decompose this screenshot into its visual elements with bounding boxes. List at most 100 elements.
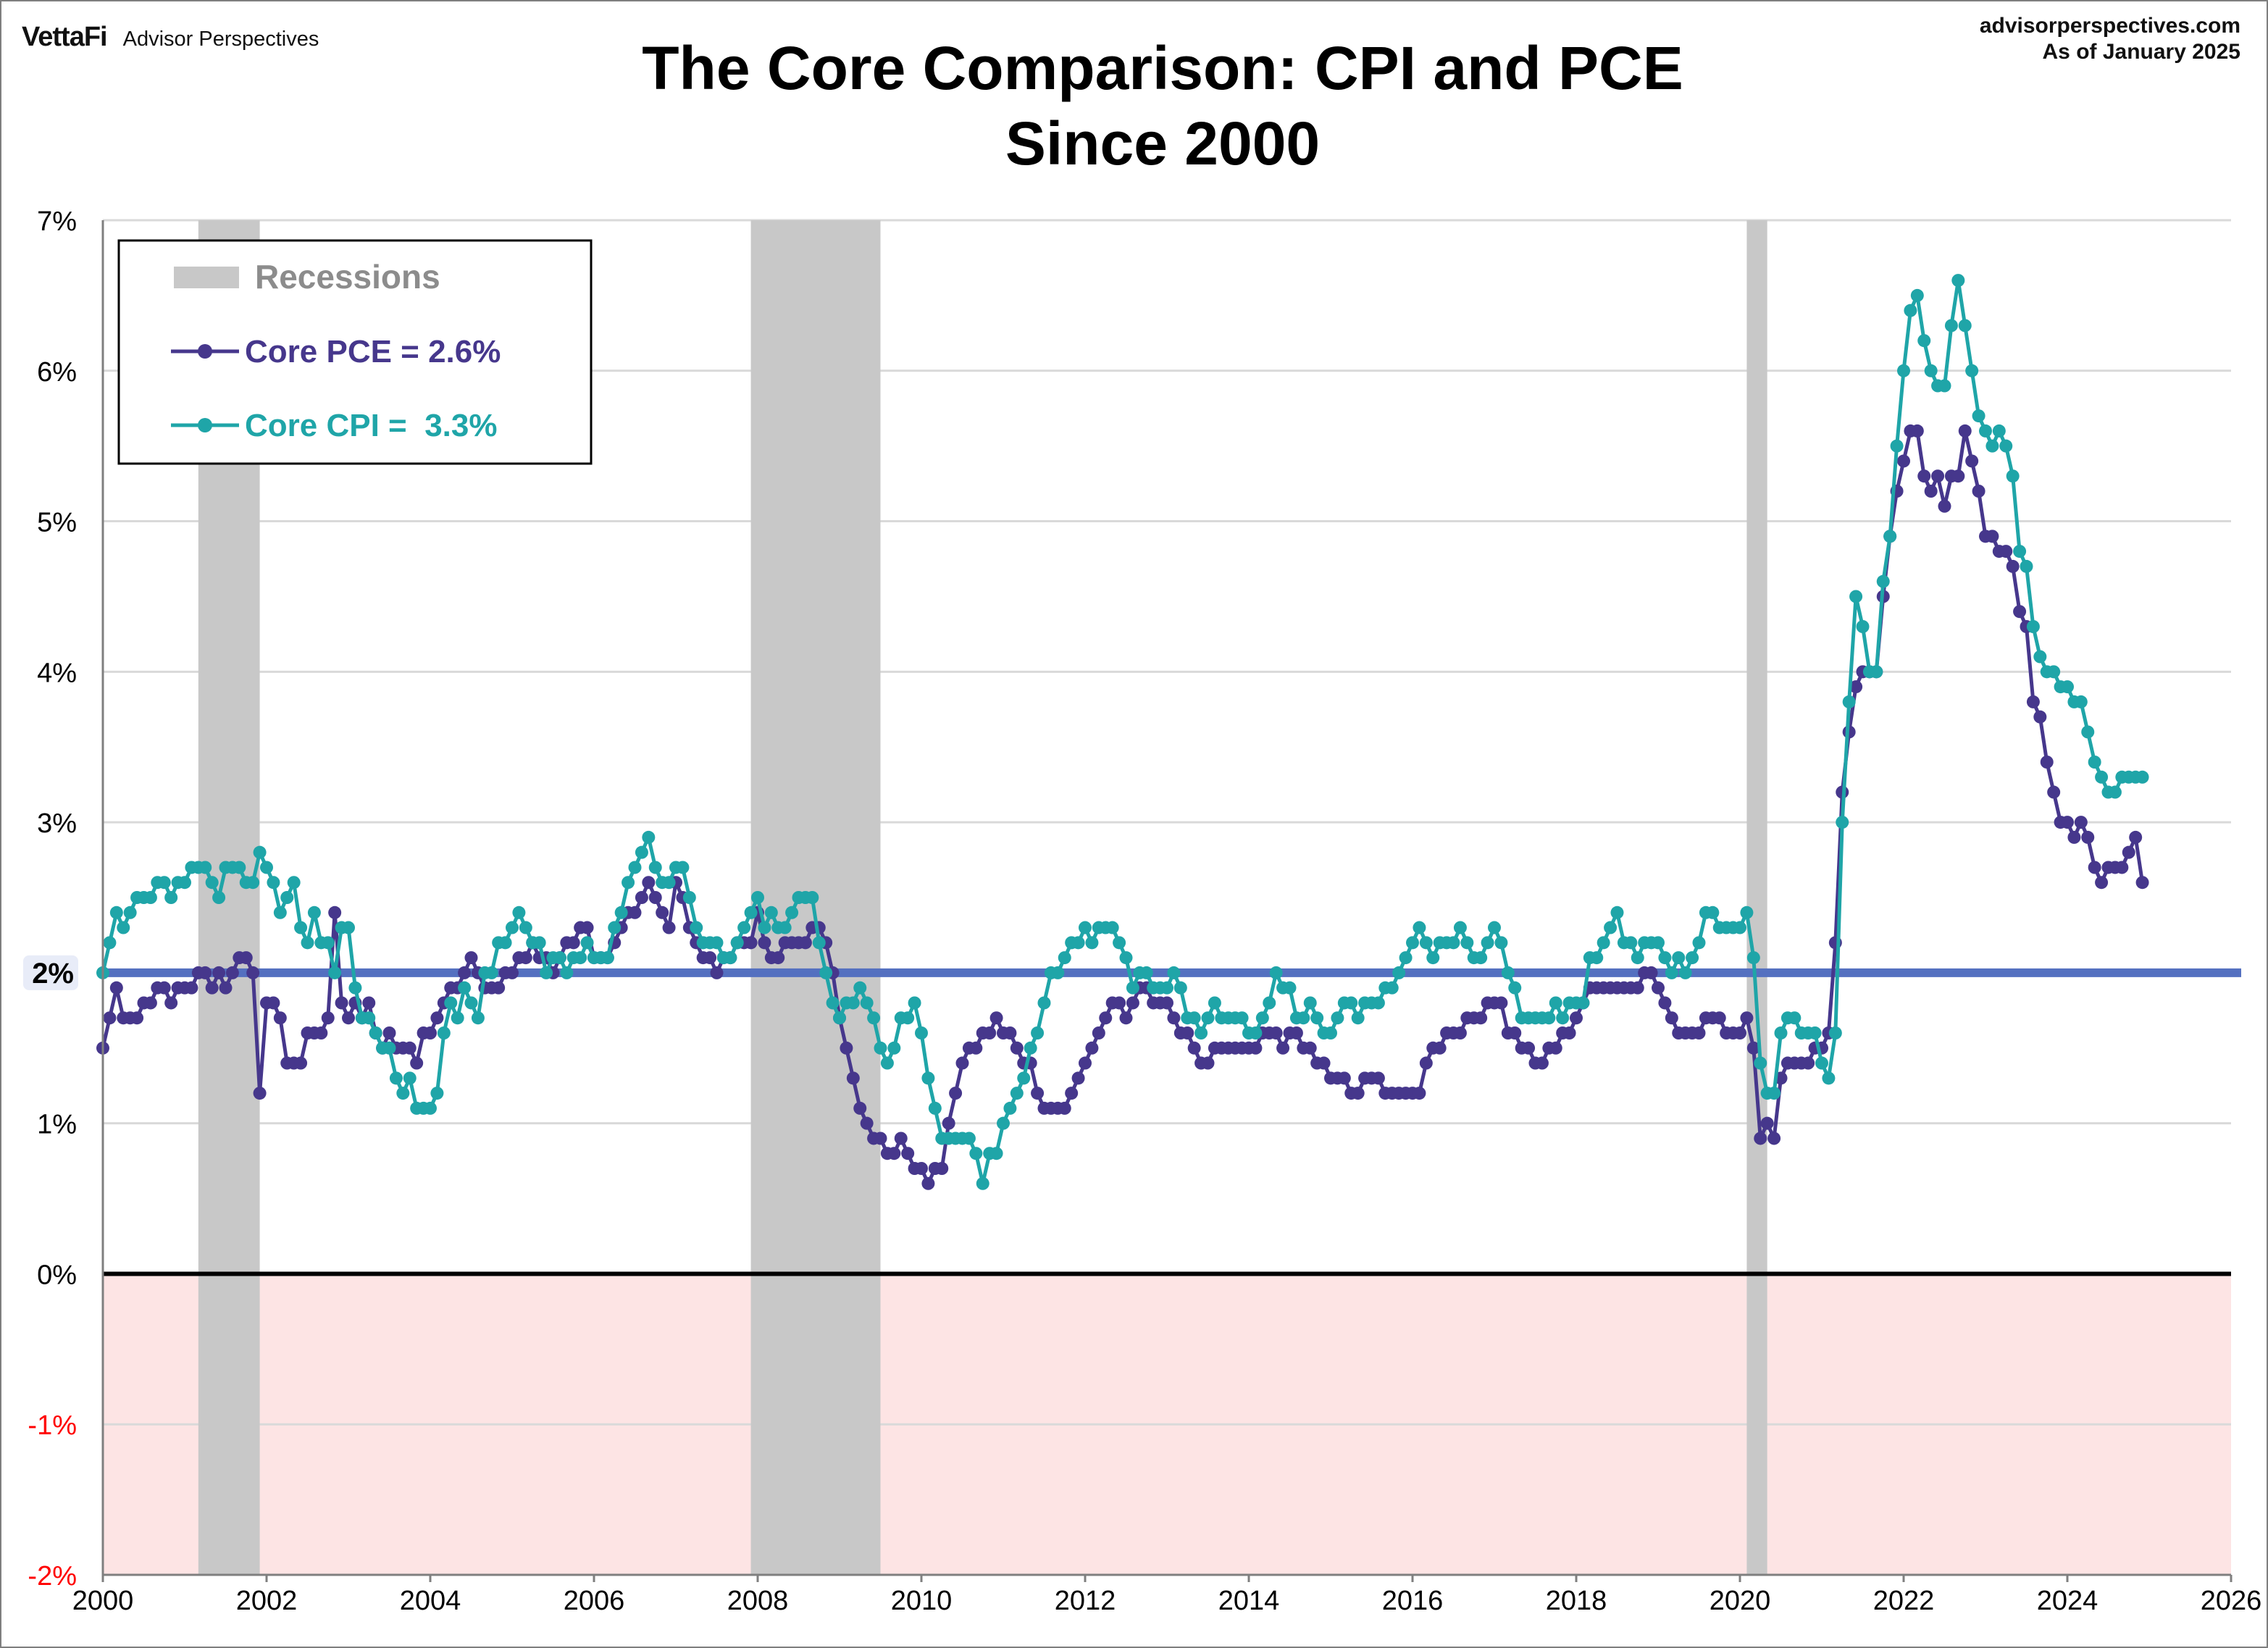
data-point bbox=[164, 891, 178, 904]
data-point bbox=[1031, 1087, 1045, 1100]
data-point bbox=[785, 905, 799, 919]
data-point bbox=[369, 1026, 382, 1040]
data-point bbox=[1590, 951, 1604, 965]
data-point bbox=[682, 891, 696, 904]
data-point bbox=[880, 1056, 894, 1070]
chart-subtitle: Since 2000 bbox=[1005, 109, 1321, 177]
legend-recession-swatch bbox=[174, 267, 239, 288]
data-point bbox=[2006, 469, 2020, 483]
data-point bbox=[1051, 966, 1065, 979]
data-point bbox=[2108, 785, 2122, 799]
data-point bbox=[1017, 1071, 1031, 1085]
recession-band bbox=[1746, 220, 1767, 1575]
data-point bbox=[1972, 409, 1985, 423]
data-point bbox=[1802, 1056, 1815, 1070]
data-point bbox=[690, 921, 703, 934]
data-point bbox=[1760, 1116, 1774, 1130]
y-tick-label: 4% bbox=[37, 658, 77, 688]
series-core-pce bbox=[96, 424, 2149, 1190]
data-point bbox=[1938, 379, 1951, 393]
legend-pce-marker bbox=[198, 344, 212, 359]
x-tick-label: 2000 bbox=[72, 1586, 134, 1616]
data-point bbox=[1344, 996, 1358, 1010]
data-point bbox=[225, 966, 239, 979]
data-point bbox=[737, 921, 751, 934]
data-point bbox=[103, 936, 117, 950]
data-point bbox=[1208, 996, 1221, 1010]
x-tick-label: 2012 bbox=[1055, 1586, 1116, 1616]
data-point bbox=[382, 1026, 396, 1040]
data-point bbox=[1658, 996, 1672, 1010]
data-point bbox=[540, 966, 553, 979]
data-point bbox=[458, 966, 472, 979]
data-point bbox=[2129, 830, 2143, 844]
data-point bbox=[451, 1011, 464, 1025]
data-point bbox=[648, 861, 662, 874]
data-point bbox=[1576, 996, 1590, 1010]
data-point bbox=[915, 1162, 928, 1175]
data-point bbox=[246, 966, 260, 979]
data-point bbox=[874, 1132, 887, 1145]
data-point bbox=[1201, 1056, 1215, 1070]
data-point bbox=[1542, 1011, 1556, 1025]
data-point bbox=[117, 921, 130, 934]
data-point bbox=[1951, 274, 1965, 288]
x-tick-label: 2024 bbox=[2037, 1586, 2098, 1616]
x-tick-label: 2004 bbox=[400, 1586, 461, 1616]
data-point bbox=[1897, 364, 1910, 377]
data-point bbox=[1597, 936, 1610, 950]
data-point bbox=[2135, 770, 2149, 784]
data-point bbox=[1255, 1011, 1269, 1025]
data-point bbox=[676, 861, 690, 874]
data-point bbox=[1474, 951, 1488, 965]
data-point bbox=[233, 861, 246, 874]
data-point bbox=[1105, 921, 1119, 934]
data-point bbox=[1003, 1101, 1017, 1115]
data-point bbox=[1085, 1041, 1099, 1055]
data-point bbox=[1235, 1011, 1249, 1025]
data-point bbox=[212, 891, 226, 904]
data-point bbox=[1904, 304, 1917, 317]
data-point bbox=[1897, 454, 1910, 468]
data-point bbox=[1187, 1041, 1201, 1055]
data-point bbox=[2088, 861, 2101, 874]
data-point bbox=[1910, 288, 1924, 302]
data-point bbox=[1910, 424, 1924, 438]
data-point bbox=[942, 1116, 955, 1130]
logo-brand: VettaFi bbox=[22, 22, 108, 52]
data-point bbox=[464, 996, 478, 1010]
data-point bbox=[1426, 951, 1440, 965]
data-point bbox=[1652, 936, 1665, 950]
data-point bbox=[464, 951, 478, 965]
data-point bbox=[1570, 1011, 1583, 1025]
y-tick-label: 5% bbox=[37, 508, 77, 538]
data-point bbox=[1113, 936, 1126, 950]
data-point bbox=[1181, 1026, 1194, 1040]
data-point bbox=[1488, 921, 1501, 934]
data-point bbox=[778, 921, 792, 934]
data-point bbox=[1692, 1026, 1706, 1040]
data-point bbox=[1924, 485, 1938, 498]
data-point bbox=[1972, 485, 1985, 498]
target-2pct-label: 2% bbox=[32, 958, 74, 990]
data-point bbox=[1187, 1011, 1201, 1025]
data-point bbox=[109, 981, 123, 995]
data-point bbox=[1276, 1041, 1290, 1055]
data-point bbox=[403, 1041, 417, 1055]
data-point bbox=[2095, 876, 2109, 890]
data-point bbox=[1501, 966, 1515, 979]
data-point bbox=[1460, 936, 1474, 950]
data-point bbox=[2115, 861, 2129, 874]
data-point bbox=[1938, 499, 1951, 513]
data-point bbox=[1079, 921, 1092, 934]
data-point bbox=[628, 861, 642, 874]
data-point bbox=[1371, 996, 1385, 1010]
data-point bbox=[314, 1026, 328, 1040]
data-point bbox=[1624, 936, 1638, 950]
data-point bbox=[1058, 1101, 1071, 1115]
data-point bbox=[894, 1132, 908, 1145]
data-point bbox=[1610, 905, 1624, 919]
logo: VettaFi Advisor Perspectives bbox=[22, 22, 319, 53]
data-point bbox=[267, 996, 280, 1010]
data-point bbox=[648, 891, 662, 904]
